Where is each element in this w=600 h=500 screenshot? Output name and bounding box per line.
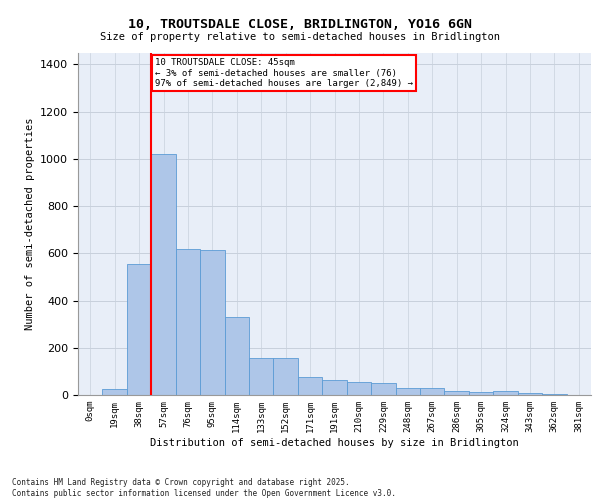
Bar xyxy=(200,250,224,395)
Bar xyxy=(542,394,566,395)
Bar xyxy=(274,358,298,395)
Text: 10, TROUTSDALE CLOSE, BRIDLINGTON, YO16 6GN: 10, TROUTSDALE CLOSE, BRIDLINGTON, YO16 … xyxy=(128,18,472,30)
Text: Size of property relative to semi-detached houses in Bridlington: Size of property relative to semi-detach… xyxy=(100,32,500,42)
Bar xyxy=(249,358,274,395)
Bar xyxy=(127,264,151,395)
Bar xyxy=(298,378,322,395)
Bar xyxy=(322,380,347,395)
Bar xyxy=(176,248,200,395)
Bar xyxy=(224,317,249,395)
X-axis label: Distribution of semi-detached houses by size in Bridlington: Distribution of semi-detached houses by … xyxy=(150,438,519,448)
Bar xyxy=(493,390,518,395)
Bar xyxy=(395,388,420,395)
Bar xyxy=(469,392,493,395)
Bar xyxy=(347,382,371,395)
Bar xyxy=(103,389,127,395)
Bar xyxy=(420,388,445,395)
Bar xyxy=(371,383,395,395)
Text: Contains HM Land Registry data © Crown copyright and database right 2025.
Contai: Contains HM Land Registry data © Crown c… xyxy=(12,478,396,498)
Bar xyxy=(445,390,469,395)
Y-axis label: Number of semi-detached properties: Number of semi-detached properties xyxy=(25,118,35,330)
Bar xyxy=(151,154,176,395)
Text: 10 TROUTSDALE CLOSE: 45sqm
← 3% of semi-detached houses are smaller (76)
97% of : 10 TROUTSDALE CLOSE: 45sqm ← 3% of semi-… xyxy=(155,58,413,88)
Bar xyxy=(518,393,542,395)
